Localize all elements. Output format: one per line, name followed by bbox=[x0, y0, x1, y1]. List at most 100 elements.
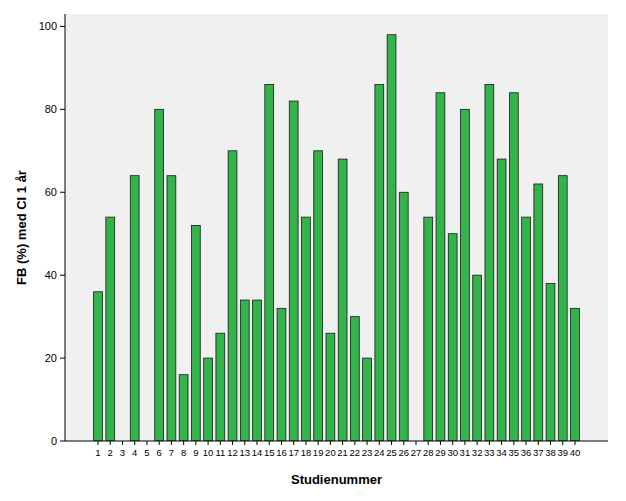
x-tick bbox=[538, 441, 539, 445]
y-tick bbox=[60, 275, 65, 276]
x-tick-label: 19 bbox=[313, 447, 324, 458]
bar bbox=[216, 333, 225, 441]
x-tick-label: 38 bbox=[545, 447, 556, 458]
x-tick bbox=[318, 441, 319, 445]
bar bbox=[326, 333, 335, 441]
x-tick bbox=[122, 441, 123, 445]
bar bbox=[106, 217, 115, 441]
x-tick bbox=[159, 441, 160, 445]
x-tick-label: 14 bbox=[252, 447, 263, 458]
bar bbox=[448, 234, 457, 441]
y-tick bbox=[60, 441, 65, 442]
bar bbox=[571, 308, 580, 441]
x-tick bbox=[477, 441, 478, 445]
x-tick bbox=[367, 441, 368, 445]
bar bbox=[204, 358, 213, 441]
x-tick-label: 31 bbox=[460, 447, 471, 458]
x-tick-label: 12 bbox=[227, 447, 238, 458]
x-tick-label: 3 bbox=[120, 447, 125, 458]
bar bbox=[191, 225, 200, 441]
x-tick-label: 26 bbox=[398, 447, 409, 458]
bar bbox=[509, 93, 518, 441]
x-tick-label: 39 bbox=[557, 447, 568, 458]
x-tick bbox=[428, 441, 429, 445]
bar bbox=[240, 300, 249, 441]
bar bbox=[228, 151, 237, 441]
plot-background bbox=[65, 14, 608, 441]
bar bbox=[179, 375, 188, 441]
x-tick bbox=[550, 441, 551, 445]
bars bbox=[94, 35, 580, 441]
x-tick bbox=[110, 441, 111, 445]
bar bbox=[436, 93, 445, 441]
x-tick-label: 34 bbox=[496, 447, 507, 458]
bar bbox=[130, 176, 139, 441]
x-tick-label: 33 bbox=[484, 447, 495, 458]
bar bbox=[265, 84, 274, 441]
x-tick-label: 35 bbox=[509, 447, 520, 458]
x-tick-label: 9 bbox=[193, 447, 198, 458]
bar bbox=[534, 184, 543, 441]
x-tick bbox=[305, 441, 306, 445]
bar bbox=[167, 176, 176, 441]
x-tick bbox=[415, 441, 416, 445]
bar bbox=[253, 300, 262, 441]
x-tick-label: 37 bbox=[533, 447, 544, 458]
x-tick-label: 6 bbox=[157, 447, 162, 458]
x-tick bbox=[391, 441, 392, 445]
x-tick-label: 30 bbox=[447, 447, 458, 458]
bar bbox=[302, 217, 311, 441]
x-tick bbox=[526, 441, 527, 445]
x-tick-label: 22 bbox=[350, 447, 361, 458]
x-tick-label: 15 bbox=[264, 447, 275, 458]
x-tick bbox=[183, 441, 184, 445]
bar bbox=[461, 109, 470, 441]
x-tick bbox=[562, 441, 563, 445]
bar bbox=[473, 275, 482, 441]
x-tick bbox=[574, 441, 575, 445]
x-tick-label: 21 bbox=[337, 447, 348, 458]
bar bbox=[350, 317, 359, 441]
x-tick-label: 11 bbox=[215, 447, 225, 458]
x-tick bbox=[171, 441, 172, 445]
x-tick bbox=[354, 441, 355, 445]
x-tick-label: 7 bbox=[169, 447, 174, 458]
bar bbox=[497, 159, 506, 441]
x-tick-label: 17 bbox=[288, 447, 299, 458]
x-tick bbox=[342, 441, 343, 445]
x-tick-label: 36 bbox=[521, 447, 532, 458]
bar bbox=[94, 292, 103, 441]
x-tick bbox=[220, 441, 221, 445]
x-tick bbox=[98, 441, 99, 445]
bar bbox=[338, 159, 347, 441]
x-tick-label: 23 bbox=[362, 447, 373, 458]
x-tick-label: 4 bbox=[132, 447, 137, 458]
x-tick-label: 40 bbox=[570, 447, 581, 458]
x-tick-label: 27 bbox=[411, 447, 422, 458]
x-tick bbox=[257, 441, 258, 445]
bar bbox=[155, 109, 164, 441]
y-tick-label: 60 bbox=[45, 186, 57, 198]
y-tick bbox=[60, 192, 65, 193]
x-tick-label: 13 bbox=[239, 447, 250, 458]
x-tick-label: 32 bbox=[472, 447, 483, 458]
y-axis-title: FB (%) med CI 1 år bbox=[14, 170, 29, 285]
x-tick bbox=[232, 441, 233, 445]
x-tick-label: 16 bbox=[276, 447, 287, 458]
x-tick-label: 8 bbox=[181, 447, 186, 458]
x-tick bbox=[208, 441, 209, 445]
x-tick-label: 5 bbox=[144, 447, 149, 458]
x-tick bbox=[281, 441, 282, 445]
x-tick-label: 1 bbox=[95, 447, 100, 458]
x-tick-label: 25 bbox=[386, 447, 397, 458]
y-tick-label: 80 bbox=[45, 103, 57, 115]
y-tick bbox=[60, 358, 65, 359]
x-tick-label: 29 bbox=[435, 447, 446, 458]
bar bbox=[363, 358, 372, 441]
x-tick bbox=[134, 441, 135, 445]
x-tick-label: 18 bbox=[301, 447, 312, 458]
bar bbox=[277, 308, 286, 441]
y-tick-label: 20 bbox=[45, 352, 57, 364]
x-tick-label: 24 bbox=[374, 447, 385, 458]
x-tick-label: 28 bbox=[423, 447, 434, 458]
